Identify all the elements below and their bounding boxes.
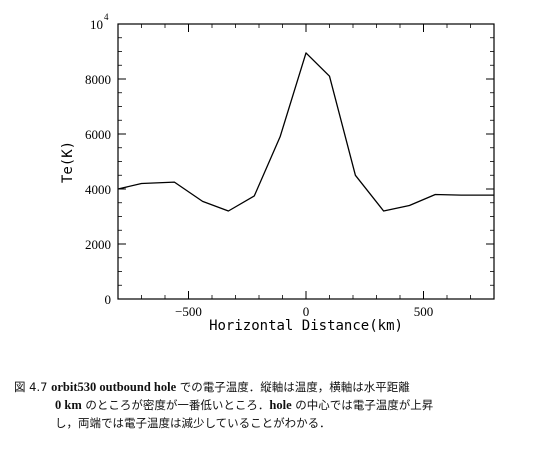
caption-bold-1: orbit530 outbound hole — [51, 380, 177, 394]
y-tick-label-0: 0 — [105, 292, 112, 307]
y-tick-label-1: 2000 — [85, 237, 111, 252]
y-axis-title: Te(K) — [60, 141, 76, 183]
y-top-exp: 4 — [104, 12, 109, 22]
te-chart: −500 0 500 0 2000 4000 6000 8000 10 4 Horizont… — [60, 12, 495, 334]
y-tick-label-2: 4000 — [85, 182, 111, 197]
caption-bold-2: 0 km — [55, 398, 82, 412]
y-top-base: 10 — [90, 17, 103, 32]
y-tick-label-3: 6000 — [85, 127, 111, 142]
caption-text-2: のところが密度が一番低いところ． — [81, 398, 270, 412]
x-tick-label-2: 500 — [414, 304, 434, 319]
caption-bold-3: hole — [269, 398, 292, 412]
x-tick-label-0: −500 — [175, 304, 202, 319]
caption-line-3: し，両端では電子温度は減少していることがわかる． — [55, 416, 331, 430]
x-tick-label-1: 0 — [303, 304, 310, 319]
plot-frame — [117, 23, 495, 300]
series-line-0 — [117, 52, 494, 212]
figure-label: 図 4.7 — [14, 380, 48, 394]
x-axis-title: Horizontal Distance(km) — [209, 318, 403, 334]
figure-caption: 図 4.7 orbit530 outbound hole での電子温度．縦軸は温… — [14, 378, 534, 432]
caption-text-3: の中心では電子温度が上昇 — [291, 398, 434, 412]
caption-text-1: での電子温度．縦軸は温度，横軸は水平距離 — [176, 380, 410, 394]
y-tick-label-4: 8000 — [85, 72, 111, 87]
y-top-label: 10 4 — [90, 12, 109, 32]
caption-line-2: 0 km のところが密度が一番低いところ．hole の中心では電子温度が上昇 — [14, 396, 534, 414]
caption-line-1: 図 4.7 orbit530 outbound hole での電子温度．縦軸は温… — [14, 380, 410, 394]
